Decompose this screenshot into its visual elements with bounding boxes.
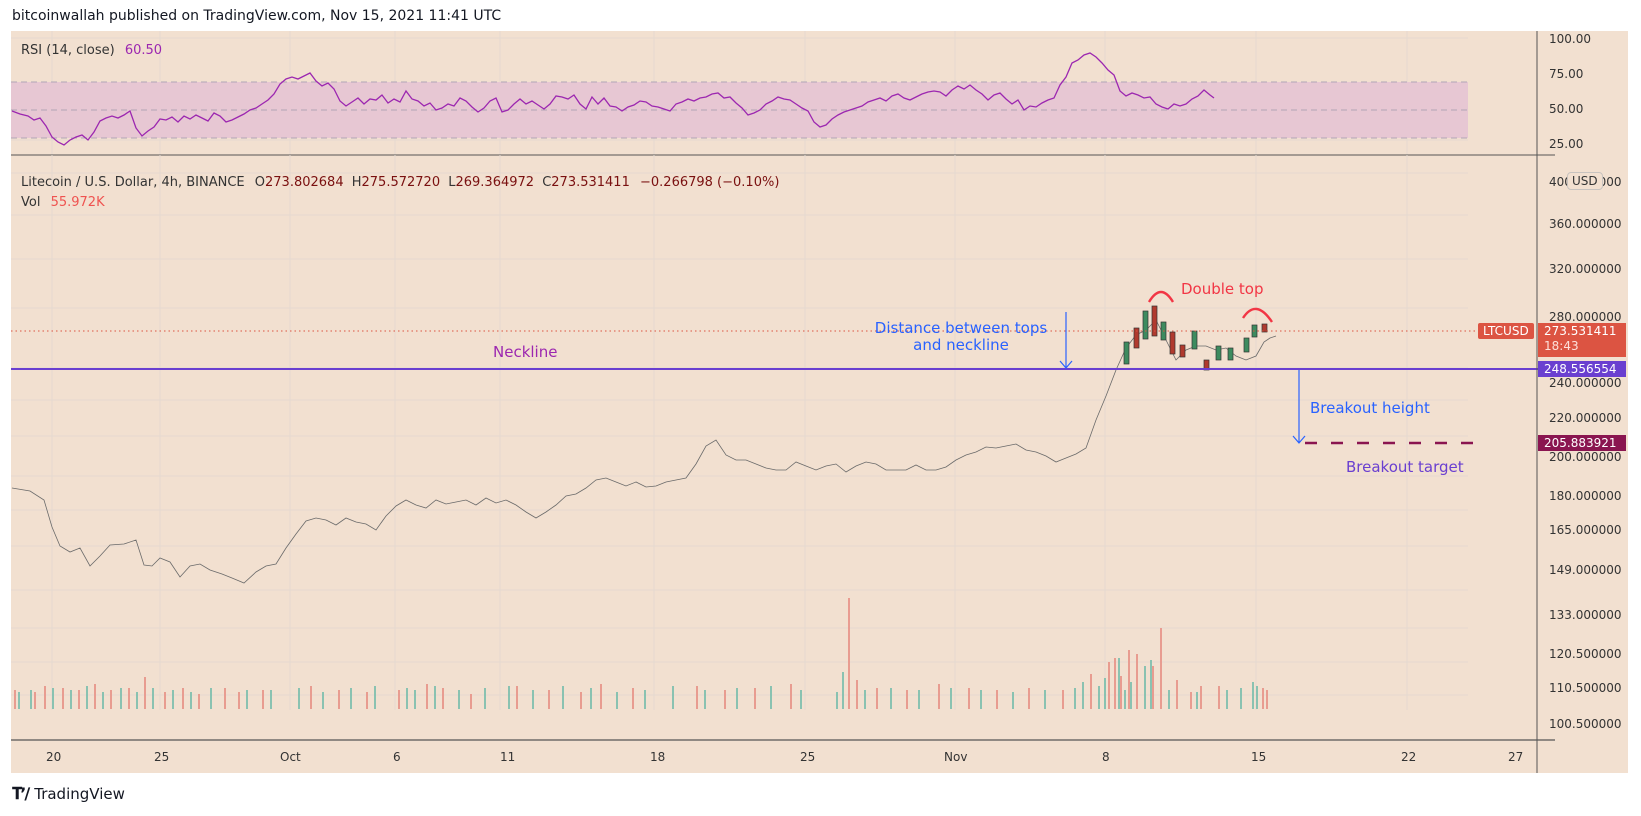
time-tick: 22 <box>1401 750 1417 764</box>
time-tick: 18 <box>650 750 666 764</box>
high-label: H <box>351 175 362 190</box>
price-tick: 320.000000 <box>1549 262 1622 276</box>
open-label: O <box>254 175 266 190</box>
bar-countdown: 18:43 <box>1544 339 1579 353</box>
price-tick: 220.000000 <box>1549 411 1622 425</box>
time-tick: 27 <box>1508 750 1524 764</box>
rsi-pane <box>11 31 1555 156</box>
price-tick: 360.000000 <box>1549 217 1622 231</box>
volume-value: 55.972K <box>50 195 105 210</box>
double-top-label[interactable]: Double top <box>1181 280 1264 298</box>
rsi-tick: 100.00 <box>1549 32 1591 46</box>
tradingview-logo-icon: 𝐓’∕ <box>12 784 30 803</box>
main-gridlines <box>11 155 1468 710</box>
volume-legend: Vol 55.972K <box>21 195 105 210</box>
price-tick: 149.000000 <box>1549 563 1622 577</box>
rsi-value: 60.50 <box>124 43 163 58</box>
time-tick: 11 <box>500 750 516 764</box>
footer: 𝐓’∕ TradingView <box>12 784 125 804</box>
rsi-tick: 75.00 <box>1549 67 1584 81</box>
time-axis[interactable]: 20 25 Oct 6 11 18 25 Nov 8 15 22 27 <box>0 750 1541 768</box>
distance-arrow <box>1059 312 1073 369</box>
double-top-arc-2 <box>1241 307 1273 323</box>
time-tick: 25 <box>154 750 170 764</box>
breakout-height-label[interactable]: Breakout height <box>1310 399 1430 417</box>
last-price-value: 273.531411 <box>1544 324 1617 338</box>
price-tick: 200.000000 <box>1549 450 1622 464</box>
time-tick: 8 <box>1102 750 1110 764</box>
low-value: 269.364972 <box>455 175 535 190</box>
close-value: 273.531411 <box>551 175 630 190</box>
distance-label[interactable]: Distance between tops and neckline <box>866 320 1056 354</box>
candlestick-series <box>11 305 1277 584</box>
currency-badge[interactable]: USD <box>1567 172 1603 190</box>
neckline-label[interactable]: Neckline <box>493 343 558 361</box>
time-tick: 15 <box>1251 750 1267 764</box>
price-tick: 165.000000 <box>1549 523 1622 537</box>
time-tick: 20 <box>46 750 62 764</box>
close-label: C <box>542 175 552 190</box>
rsi-line <box>11 52 1215 146</box>
price-tick: 133.000000 <box>1549 608 1622 622</box>
change-value: −0.266798 (−0.10%) <box>640 175 780 190</box>
open-value: 273.802684 <box>265 175 344 190</box>
symbol-legend: Litecoin / U.S. Dollar, 4h, BINANCE O273… <box>21 175 779 190</box>
publisher-line: bitcoinwallah published on TradingView.c… <box>12 8 502 24</box>
price-tick: 280.000000 <box>1549 310 1622 324</box>
brand-name[interactable]: TradingView <box>34 785 125 803</box>
symbol-price-tag: LTCUSD <box>1478 323 1534 339</box>
time-tick: 6 <box>393 750 401 764</box>
rsi-tick: 50.00 <box>1549 102 1584 116</box>
price-tick: 180.000000 <box>1549 489 1622 503</box>
rsi-tick: 25.00 <box>1549 137 1584 151</box>
distance-label-line1: Distance between tops <box>874 319 1048 337</box>
breakout-height-arrow <box>1292 370 1306 444</box>
time-tick: 25 <box>800 750 816 764</box>
rsi-label: RSI (14, close) <box>21 43 115 58</box>
time-tick: Oct <box>280 750 301 764</box>
target-price-tag: 205.883921 <box>1538 435 1626 451</box>
rsi-legend: RSI (14, close) 60.50 <box>21 43 162 58</box>
price-tick: 100.500000 <box>1549 717 1622 731</box>
breakout-target-label[interactable]: Breakout target <box>1346 458 1464 476</box>
price-tick: 240.000000 <box>1549 376 1622 390</box>
double-top-arc-1 <box>1147 290 1175 303</box>
high-value: 275.572720 <box>361 175 441 190</box>
rsi-band <box>11 82 1468 138</box>
price-tick: 120.500000 <box>1549 647 1622 661</box>
symbol-title: Litecoin / U.S. Dollar, 4h, BINANCE <box>21 175 245 190</box>
price-tick: 110.500000 <box>1549 681 1622 695</box>
time-tick: Nov <box>944 750 968 764</box>
low-label: L <box>448 175 456 190</box>
volume-label: Vol <box>21 195 41 210</box>
volume-bars <box>14 598 1268 709</box>
last-price-tag: 273.531411 18:43 <box>1538 323 1626 357</box>
neckline-price-tag: 248.556554 <box>1538 361 1626 377</box>
distance-label-line2: and neckline <box>913 336 1009 354</box>
